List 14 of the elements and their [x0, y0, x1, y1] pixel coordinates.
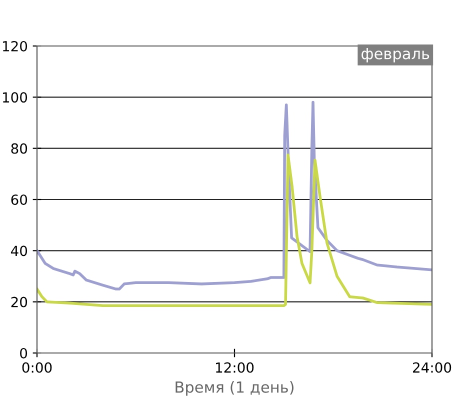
y-tick-label: 0 [20, 348, 28, 358]
x-tick-label: 24:00 [413, 362, 452, 373]
annotation: февраль [362, 48, 430, 62]
x-tick-label: 0:00 [22, 362, 52, 373]
y-tick-label: 80 [11, 143, 28, 154]
line-series [37, 154, 432, 308]
x-axis-title: Время (1 день) [176, 381, 294, 396]
x-tick-label: 12:00 [216, 362, 254, 373]
y-tick-label: 100 [2, 92, 28, 103]
line-series [37, 100, 432, 290]
y-tick-label: 20 [11, 296, 28, 308]
y-tick-label: 60 [11, 194, 28, 205]
y-tick-label: 120 [2, 40, 28, 52]
y-tick-label: 40 [10, 246, 28, 256]
